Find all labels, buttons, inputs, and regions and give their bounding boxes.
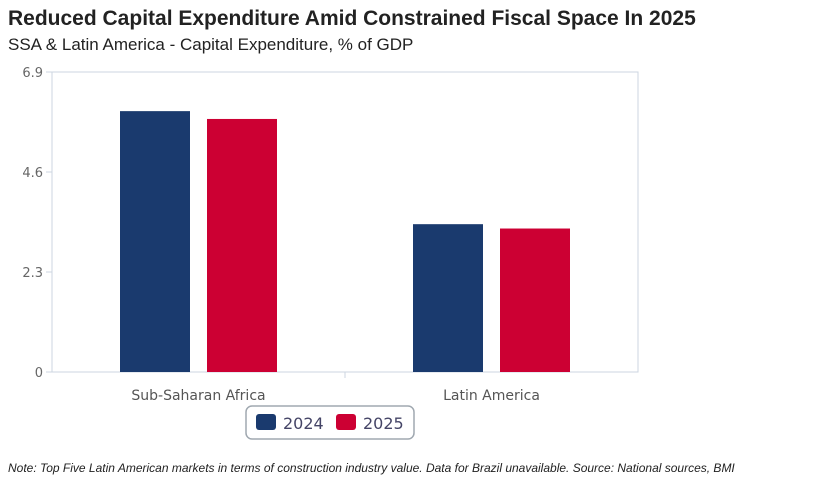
bar-2025: [207, 118, 277, 373]
x-axis: Sub-Saharan Africa Latin America: [131, 372, 540, 404]
source-note: Note: Top Five Latin American markets in…: [8, 461, 735, 475]
legend-swatch: [336, 414, 356, 430]
x-category-label: Sub-Saharan Africa: [131, 388, 265, 404]
y-tick-label: 6.9: [22, 66, 43, 81]
legend[interactable]: 2024 2025: [245, 405, 415, 440]
bar-2024: [413, 224, 483, 372]
chart-title: Reduced Capital Expenditure Amid Constra…: [8, 7, 696, 30]
y-tick-label: 2.3: [22, 266, 43, 281]
x-category-label: Latin America: [443, 388, 540, 404]
bar-2024: [120, 111, 190, 372]
bar-chart: 0 2.3 4.6 6.9 Sub-Saharan Africa Latin Ameri…: [22, 66, 639, 440]
legend-swatch: [256, 414, 276, 430]
chart-subtitle: SSA & Latin America - Capital Expenditur…: [8, 35, 414, 54]
legend-label: 2024: [283, 414, 324, 433]
bars-group: [120, 111, 570, 373]
y-tick-label: 0: [35, 366, 43, 381]
y-tick-label: 4.6: [22, 166, 43, 181]
legend-box: [245, 405, 415, 440]
bar-2025: [500, 228, 570, 372]
legend-label: 2025: [363, 414, 404, 433]
